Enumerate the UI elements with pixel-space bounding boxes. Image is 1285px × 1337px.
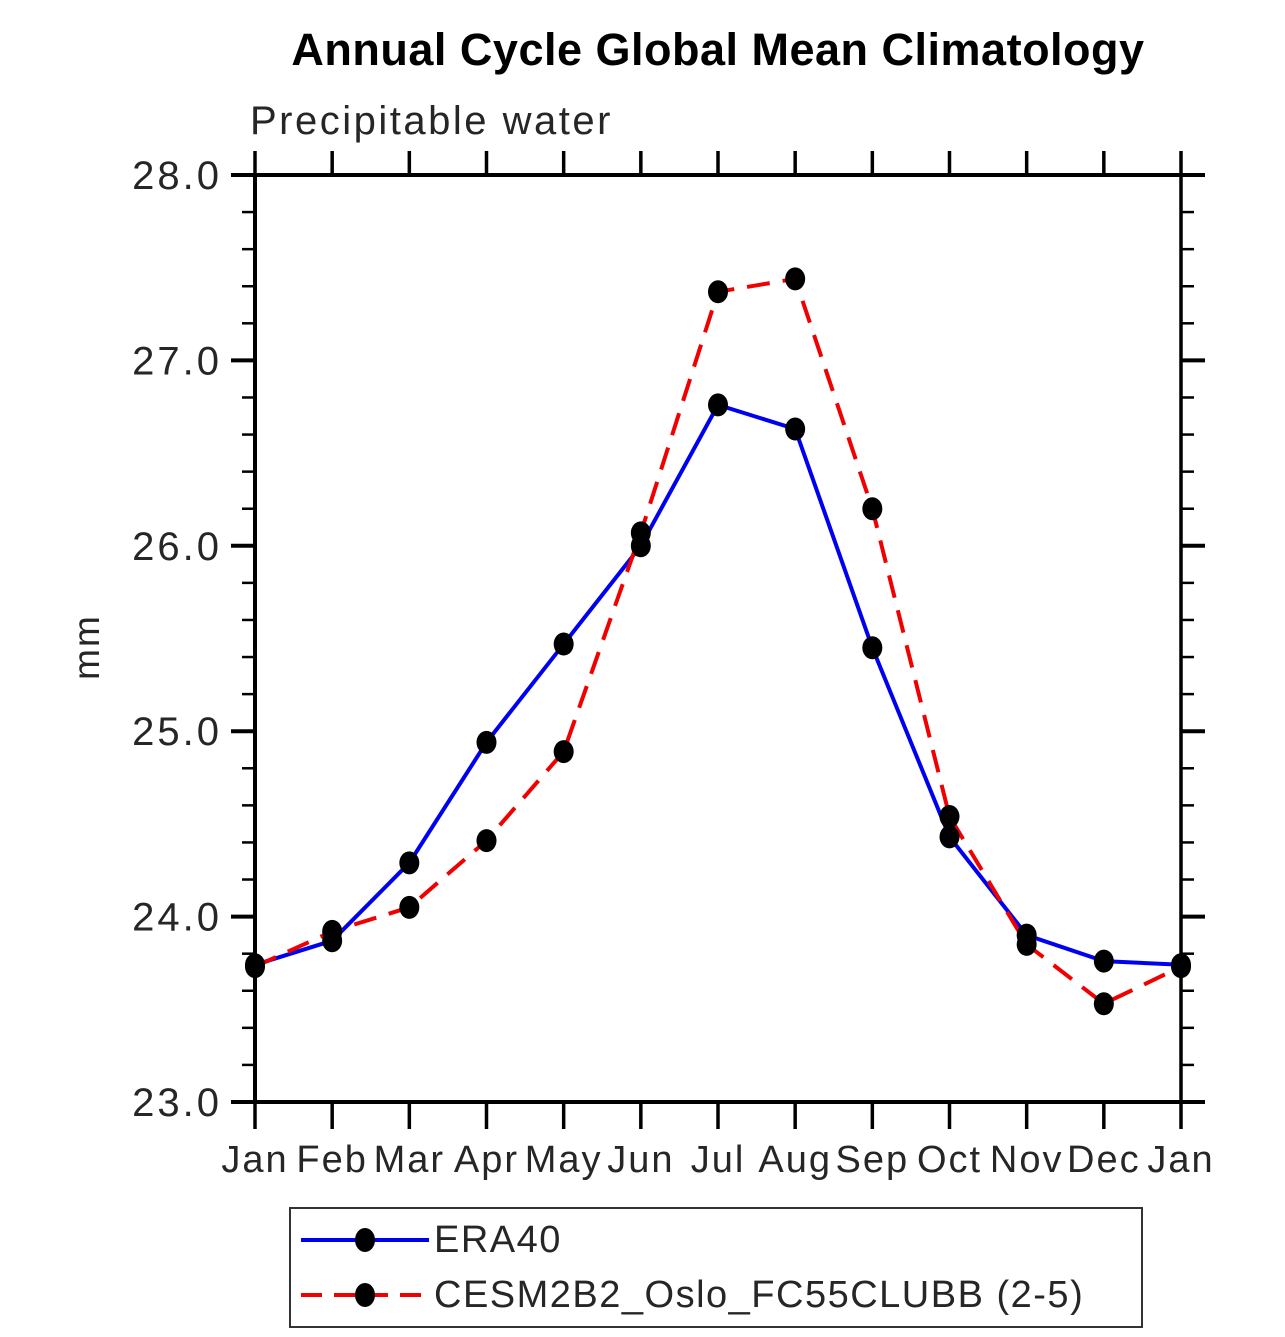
- data-point-marker-0: [399, 851, 420, 875]
- legend-row-cesm: CESM2B2_Oslo_FC55CLUBB (2-5): [296, 1270, 1141, 1320]
- x-tick-label: Jan: [221, 1139, 288, 1181]
- x-tick-label: Oct: [917, 1139, 982, 1181]
- legend-marker-icon: [355, 1283, 375, 1308]
- data-point-marker-1: [1171, 955, 1191, 979]
- data-point-marker-1: [785, 267, 806, 291]
- x-tick-label: Dec: [1067, 1139, 1141, 1181]
- data-point-marker-1: [245, 955, 265, 979]
- x-tick-label: Jul: [691, 1139, 746, 1181]
- series-line-1: [254, 276, 1182, 1007]
- y-tick-label: 26.0: [132, 525, 222, 569]
- data-point-marker-0: [708, 393, 728, 417]
- legend-sample-1: [301, 1283, 429, 1308]
- y-tick-label: 24.0: [132, 896, 222, 940]
- y-tick-label: 28.0: [132, 154, 222, 198]
- data-point-marker-0: [476, 730, 497, 754]
- y-tick-label: 25.0: [132, 710, 222, 754]
- data-point-marker-1: [708, 280, 728, 304]
- data-point-marker-0: [553, 632, 574, 656]
- x-tick-label: May: [525, 1139, 603, 1181]
- y-tick-label: 27.0: [132, 339, 222, 383]
- data-point-marker-1: [1093, 992, 1114, 1016]
- data-point-marker-0: [1093, 949, 1114, 973]
- legend-sample-0: [301, 1227, 429, 1252]
- x-tick-label: Feb: [296, 1139, 367, 1181]
- legend-row-era40: ERA40: [296, 1215, 1141, 1265]
- x-tick-label: Apr: [454, 1139, 519, 1181]
- data-point-marker-1: [399, 895, 420, 919]
- legend-box: ERA40 CESM2B2_Oslo_FC55CLUBB (2-5): [289, 1207, 1143, 1328]
- data-point-marker-1: [476, 829, 497, 853]
- x-tick-label: Jan: [1147, 1139, 1214, 1181]
- data-point-marker-1: [939, 804, 960, 828]
- x-tick-label: Aug: [758, 1139, 832, 1181]
- data-point-marker-1: [862, 497, 883, 521]
- data-point-marker-0: [785, 417, 806, 441]
- data-point-marker-0: [939, 825, 960, 849]
- series-line-0: [254, 402, 1182, 967]
- legend-label-cesm: CESM2B2_Oslo_FC55CLUBB (2-5): [434, 1274, 1085, 1317]
- x-tick-label: Mar: [374, 1139, 445, 1181]
- data-point-marker-0: [862, 636, 883, 660]
- x-tick-label: Nov: [990, 1139, 1064, 1181]
- data-point-marker-1: [553, 740, 574, 764]
- data-point-marker-1: [1016, 932, 1037, 956]
- legend-marker-icon: [355, 1227, 375, 1252]
- legend-label-era40: ERA40: [434, 1218, 562, 1261]
- x-tick-label: Sep: [836, 1139, 910, 1181]
- y-tick-label: 23.0: [132, 1081, 222, 1125]
- data-point-marker-1: [322, 919, 343, 943]
- chart-subtitle: Precipitable water: [250, 99, 613, 143]
- data-point-marker-1: [630, 521, 651, 545]
- x-tick-label: Jun: [607, 1139, 674, 1181]
- chart-title: Annual Cycle Global Mean Climatology: [291, 24, 1145, 75]
